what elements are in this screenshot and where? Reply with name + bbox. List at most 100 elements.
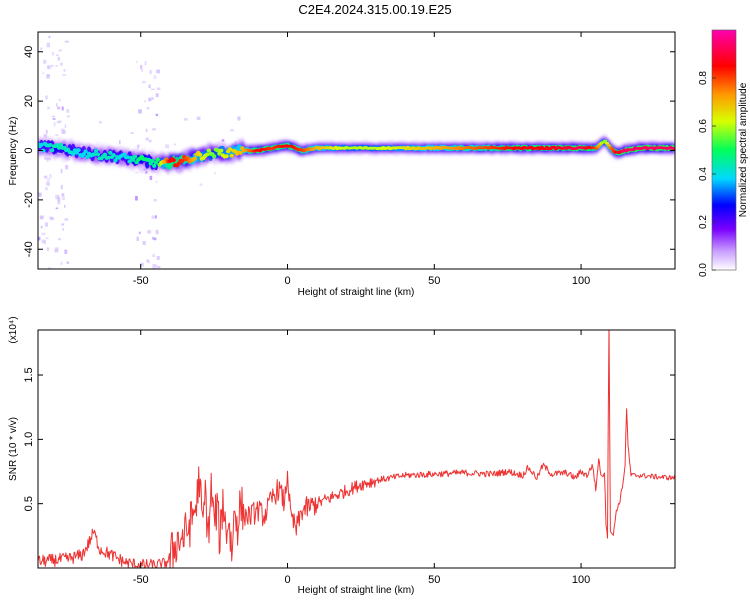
- spectrogram-ridge-cell: [106, 155, 111, 160]
- spectrogram-noise-cell: [55, 134, 59, 136]
- spectrogram-noise-cell: [58, 98, 61, 102]
- spectrogram-x-label: Height of straight line (km): [298, 287, 415, 298]
- spectrogram-noise-cell: [142, 80, 146, 84]
- spectrogram-noise-cell: [66, 261, 70, 264]
- spectrogram-noise-cell: [49, 216, 53, 219]
- spectrogram-noise-cell: [135, 171, 139, 174]
- snr-frame: [37, 329, 676, 569]
- spectrogram-noise-cell: [143, 168, 147, 171]
- spectrogram-ridge-cell: [227, 147, 233, 152]
- spectrogram-noise-cell: [46, 42, 50, 48]
- spectrogram-noise-cell: [64, 124, 67, 128]
- spectrogram-noise-cell: [153, 199, 157, 202]
- spectrogram-noise-cell: [57, 151, 62, 155]
- spectrogram-noise-cell: [44, 154, 47, 159]
- spectrogram-noise-cell: [145, 128, 148, 132]
- spectrogram-noise-cell: [151, 97, 154, 100]
- snr-y-tick-label: 0.5: [23, 496, 35, 511]
- colorbar-tick-label: 0.2: [698, 215, 709, 229]
- spectrogram-ridge-cell: [83, 149, 88, 154]
- spectrogram-noise-cell: [140, 64, 143, 70]
- spectrogram-noise-cell: [154, 264, 158, 267]
- spectrogram-noise-cell: [146, 259, 150, 262]
- spectrogram-noise-cell: [55, 207, 59, 210]
- snr-x-axis: -50 0 50 100: [133, 330, 590, 586]
- spectrogram-ridge-cell: [215, 148, 220, 153]
- spectrogram-ridge-cell: [180, 158, 185, 163]
- spectrogram-noise-cell: [66, 115, 70, 118]
- spectrogram-noise-cell: [63, 69, 66, 72]
- spectrogram-noise-cell: [67, 155, 71, 157]
- spectrogram-y-tick-label: -40: [23, 241, 35, 257]
- spectrogram-x-tick-label: 100: [572, 275, 590, 287]
- spectrogram-noise-cell: [45, 95, 48, 100]
- spectrogram-noise-cell: [148, 139, 152, 143]
- spectrogram-noise-cell: [66, 158, 70, 161]
- spectrogram-noise-cell: [49, 174, 52, 179]
- spectrogram-noise-cell: [196, 116, 201, 120]
- colorbar-ticks: 0.0 0.2 0.4 0.6 0.8: [698, 71, 716, 277]
- spectrogram-ridge-cell: [93, 148, 99, 153]
- snr-x-tick-label: 0: [284, 574, 290, 586]
- spectrogram-noise-cell: [155, 93, 159, 97]
- spectrogram-noise-cell: [56, 121, 60, 124]
- spectrogram-ridge-cell: [92, 152, 97, 157]
- spectrogram-noise-cell: [58, 238, 61, 241]
- spectrogram-noise-cell: [62, 228, 64, 231]
- spectrogram-noise-cell: [56, 54, 59, 56]
- spectrogram-ridge-cell: [192, 156, 197, 161]
- spectrogram-noise-cell: [47, 106, 50, 110]
- spectrogram-noise-cell: [152, 264, 156, 269]
- spectrogram-noise-cell: [48, 35, 51, 39]
- spectrogram-noise-cell: [237, 116, 241, 121]
- spectrogram-ridge-cell: [39, 142, 44, 147]
- spectrogram-noise-cell: [230, 129, 234, 132]
- spectrogram-noise-cell: [43, 239, 46, 244]
- spectrogram-x-tick-label: -50: [133, 275, 149, 287]
- spectrogram-noise-cell: [47, 157, 51, 161]
- spectrogram-noise-cell: [149, 152, 153, 154]
- spectrogram-noise-cell: [40, 47, 43, 50]
- spectrogram-noise-cell: [138, 109, 142, 114]
- spectrogram-noise-cell: [211, 157, 216, 161]
- spectrogram-noise-cell: [62, 196, 65, 200]
- spectrogram-noise-cell: [38, 236, 41, 241]
- spectrogram-noise-cell: [151, 215, 154, 219]
- spectrogram-noise-cell: [153, 237, 157, 241]
- spectrogram-y-tick-label: 0: [23, 147, 35, 153]
- snr-y-multiplier: (x10⁴): [8, 316, 19, 343]
- spectrogram-noise-cell: [58, 120, 62, 123]
- spectrogram-ridge-cell: [206, 148, 211, 153]
- spectrogram-noise-cell: [41, 239, 45, 244]
- snr-x-tick-label: -50: [133, 574, 149, 586]
- spectrogram-y-label: Frequency (Hz): [8, 117, 19, 186]
- spectrogram-y-tick-label: 20: [23, 95, 35, 107]
- spectrogram-noise-cell: [119, 140, 121, 145]
- snr-y-axis: 0.5 1.0 1.5: [23, 367, 675, 511]
- spectrogram-noise-cell: [45, 187, 48, 191]
- spectrogram-ridge-cell: [606, 144, 611, 147]
- spectrogram-ridge-cell: [240, 146, 245, 151]
- spectrogram-noise-cell: [155, 229, 159, 235]
- spectrogram-noise-cell: [56, 103, 58, 107]
- spectrogram-noise-cell: [148, 84, 151, 89]
- spectrogram-noise-cell: [60, 261, 63, 265]
- colorbar-tick-label: 0.6: [698, 119, 709, 133]
- spectrogram-noise-cell: [155, 113, 158, 117]
- spectrogram-noise-cell: [52, 118, 56, 120]
- spectrogram-ridge-cell: [76, 148, 81, 153]
- spectrogram-x-axis: -50 0 50 100: [133, 32, 590, 287]
- spectrogram-noise-cell: [39, 215, 44, 220]
- spectrogram-ridge-cell: [197, 152, 203, 157]
- spectrogram-ridge-cell: [595, 145, 601, 149]
- spectrogram-noise-cell: [54, 248, 59, 253]
- spectrogram-ridge-cell: [71, 152, 76, 156]
- spectrogram-ridge-cell: [130, 157, 136, 162]
- spectrogram-noise-cell: [62, 73, 66, 77]
- spectrogram-noise-cell: [45, 237, 49, 239]
- spectrogram-ridge-cell: [95, 152, 101, 157]
- spectrogram-core: [38, 35, 675, 269]
- spectrogram-noise-cell: [152, 128, 156, 131]
- snr-x-label: Height of straight line (km): [298, 585, 415, 596]
